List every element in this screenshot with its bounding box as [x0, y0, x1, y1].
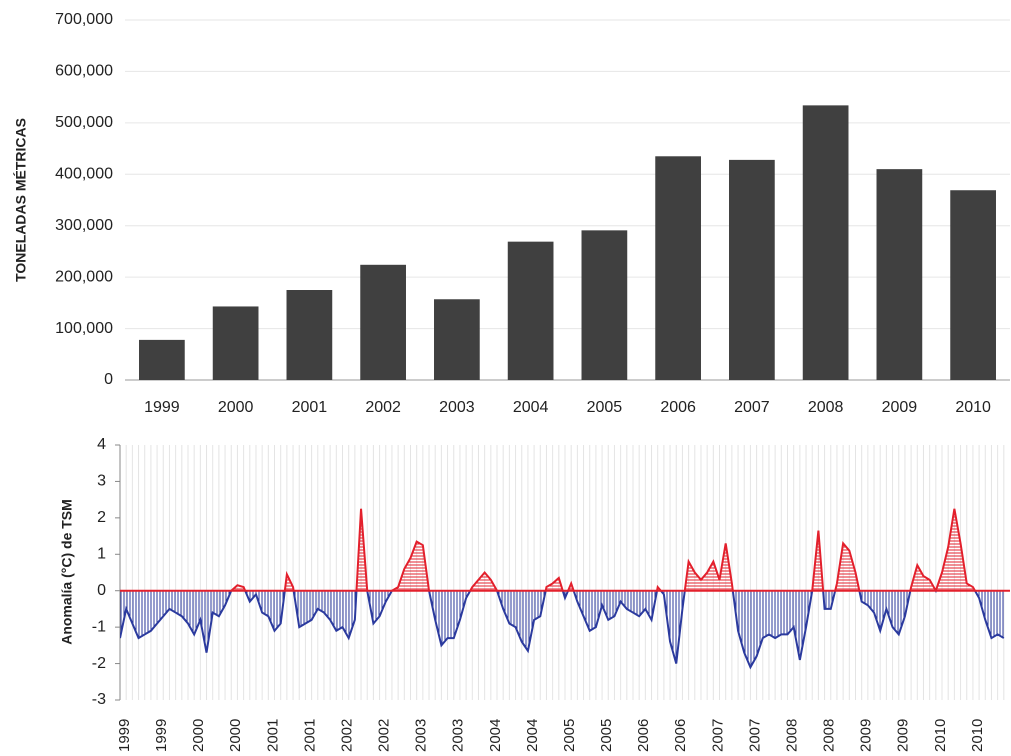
- bar: [139, 339, 185, 380]
- x-tick-label: 2003: [450, 719, 467, 752]
- positive-line: [230, 508, 977, 591]
- negative-area: [120, 590, 1004, 668]
- x-tick-label: 2009: [882, 399, 918, 416]
- bar: [729, 159, 775, 380]
- bar: [507, 241, 554, 380]
- y-axis-label: Anomalía (°C) de TSM: [59, 499, 75, 645]
- x-tick-label: 2007: [746, 719, 763, 752]
- x-tick-label: 2007: [734, 399, 770, 416]
- y-axis-label: TONELADAS MÉTRICAS: [13, 118, 29, 282]
- x-tick-label: 2000: [190, 719, 207, 752]
- x-tick-label: 2010: [955, 399, 991, 416]
- y-tick-label: 300,000: [55, 217, 113, 234]
- bar: [360, 264, 406, 380]
- bar: [434, 299, 480, 380]
- x-tick-label: 2000: [227, 719, 244, 752]
- bar: [212, 306, 259, 380]
- x-tick-label: 2007: [709, 719, 726, 752]
- x-tick-label: 2009: [895, 719, 912, 752]
- x-tick-label: 2002: [365, 399, 401, 416]
- bar: [876, 169, 923, 380]
- x-tick-label: 2006: [660, 399, 696, 416]
- y-tick-label: -3: [92, 691, 106, 708]
- bar: [286, 290, 333, 380]
- x-tick-label: 2002: [338, 719, 355, 752]
- x-tick-label: 2001: [301, 719, 318, 752]
- y-tick-label: 0: [97, 582, 106, 599]
- y-tick-label: 100,000: [55, 320, 113, 337]
- y-tick-label: -1: [92, 618, 106, 635]
- bar: [950, 190, 996, 380]
- y-tick-label: 1: [97, 546, 106, 563]
- x-tick-label: 2000: [218, 399, 254, 416]
- bar: [802, 105, 849, 380]
- y-tick-label: 3: [97, 473, 106, 490]
- y-tick-label: 0: [104, 371, 113, 388]
- x-tick-label: 2006: [635, 719, 652, 752]
- x-tick-label: 2004: [487, 719, 504, 752]
- y-tick-label: 2: [97, 509, 106, 526]
- bar: [581, 230, 628, 380]
- x-tick-label: 1999: [144, 399, 180, 416]
- x-tick-label: 2002: [376, 719, 393, 752]
- x-tick-label: 2010: [932, 719, 949, 752]
- x-tick-label: 1999: [153, 719, 170, 752]
- x-tick-label: 2006: [672, 719, 689, 752]
- y-tick-label: 500,000: [55, 114, 113, 131]
- x-tick-label: 2005: [561, 719, 578, 752]
- x-tick-label: 2005: [587, 399, 623, 416]
- x-tick-label: 2010: [969, 719, 986, 752]
- x-tick-label: 1999: [116, 719, 133, 752]
- x-tick-label: 2003: [413, 719, 430, 752]
- x-tick-label: 2004: [524, 719, 541, 752]
- y-tick-label: 600,000: [55, 63, 113, 80]
- x-tick-label: 2004: [513, 399, 549, 416]
- x-tick-label: 2005: [598, 719, 615, 752]
- x-tick-label: 2001: [292, 399, 328, 416]
- x-tick-label: 2008: [783, 719, 800, 752]
- x-tick-label: 2008: [808, 399, 844, 416]
- x-tick-label: 2001: [264, 719, 281, 752]
- y-tick-label: 200,000: [55, 268, 113, 285]
- bar: [655, 156, 701, 380]
- x-tick-label: 2003: [439, 399, 475, 416]
- y-tick-label: 700,000: [55, 11, 113, 28]
- y-tick-label: -2: [92, 655, 106, 672]
- positive-area: [120, 508, 1004, 591]
- y-tick-label: 400,000: [55, 166, 113, 183]
- x-tick-label: 2009: [858, 719, 875, 752]
- y-tick-label: 4: [97, 436, 106, 453]
- x-tick-label: 2008: [821, 719, 838, 752]
- negative-line: [120, 590, 1005, 670]
